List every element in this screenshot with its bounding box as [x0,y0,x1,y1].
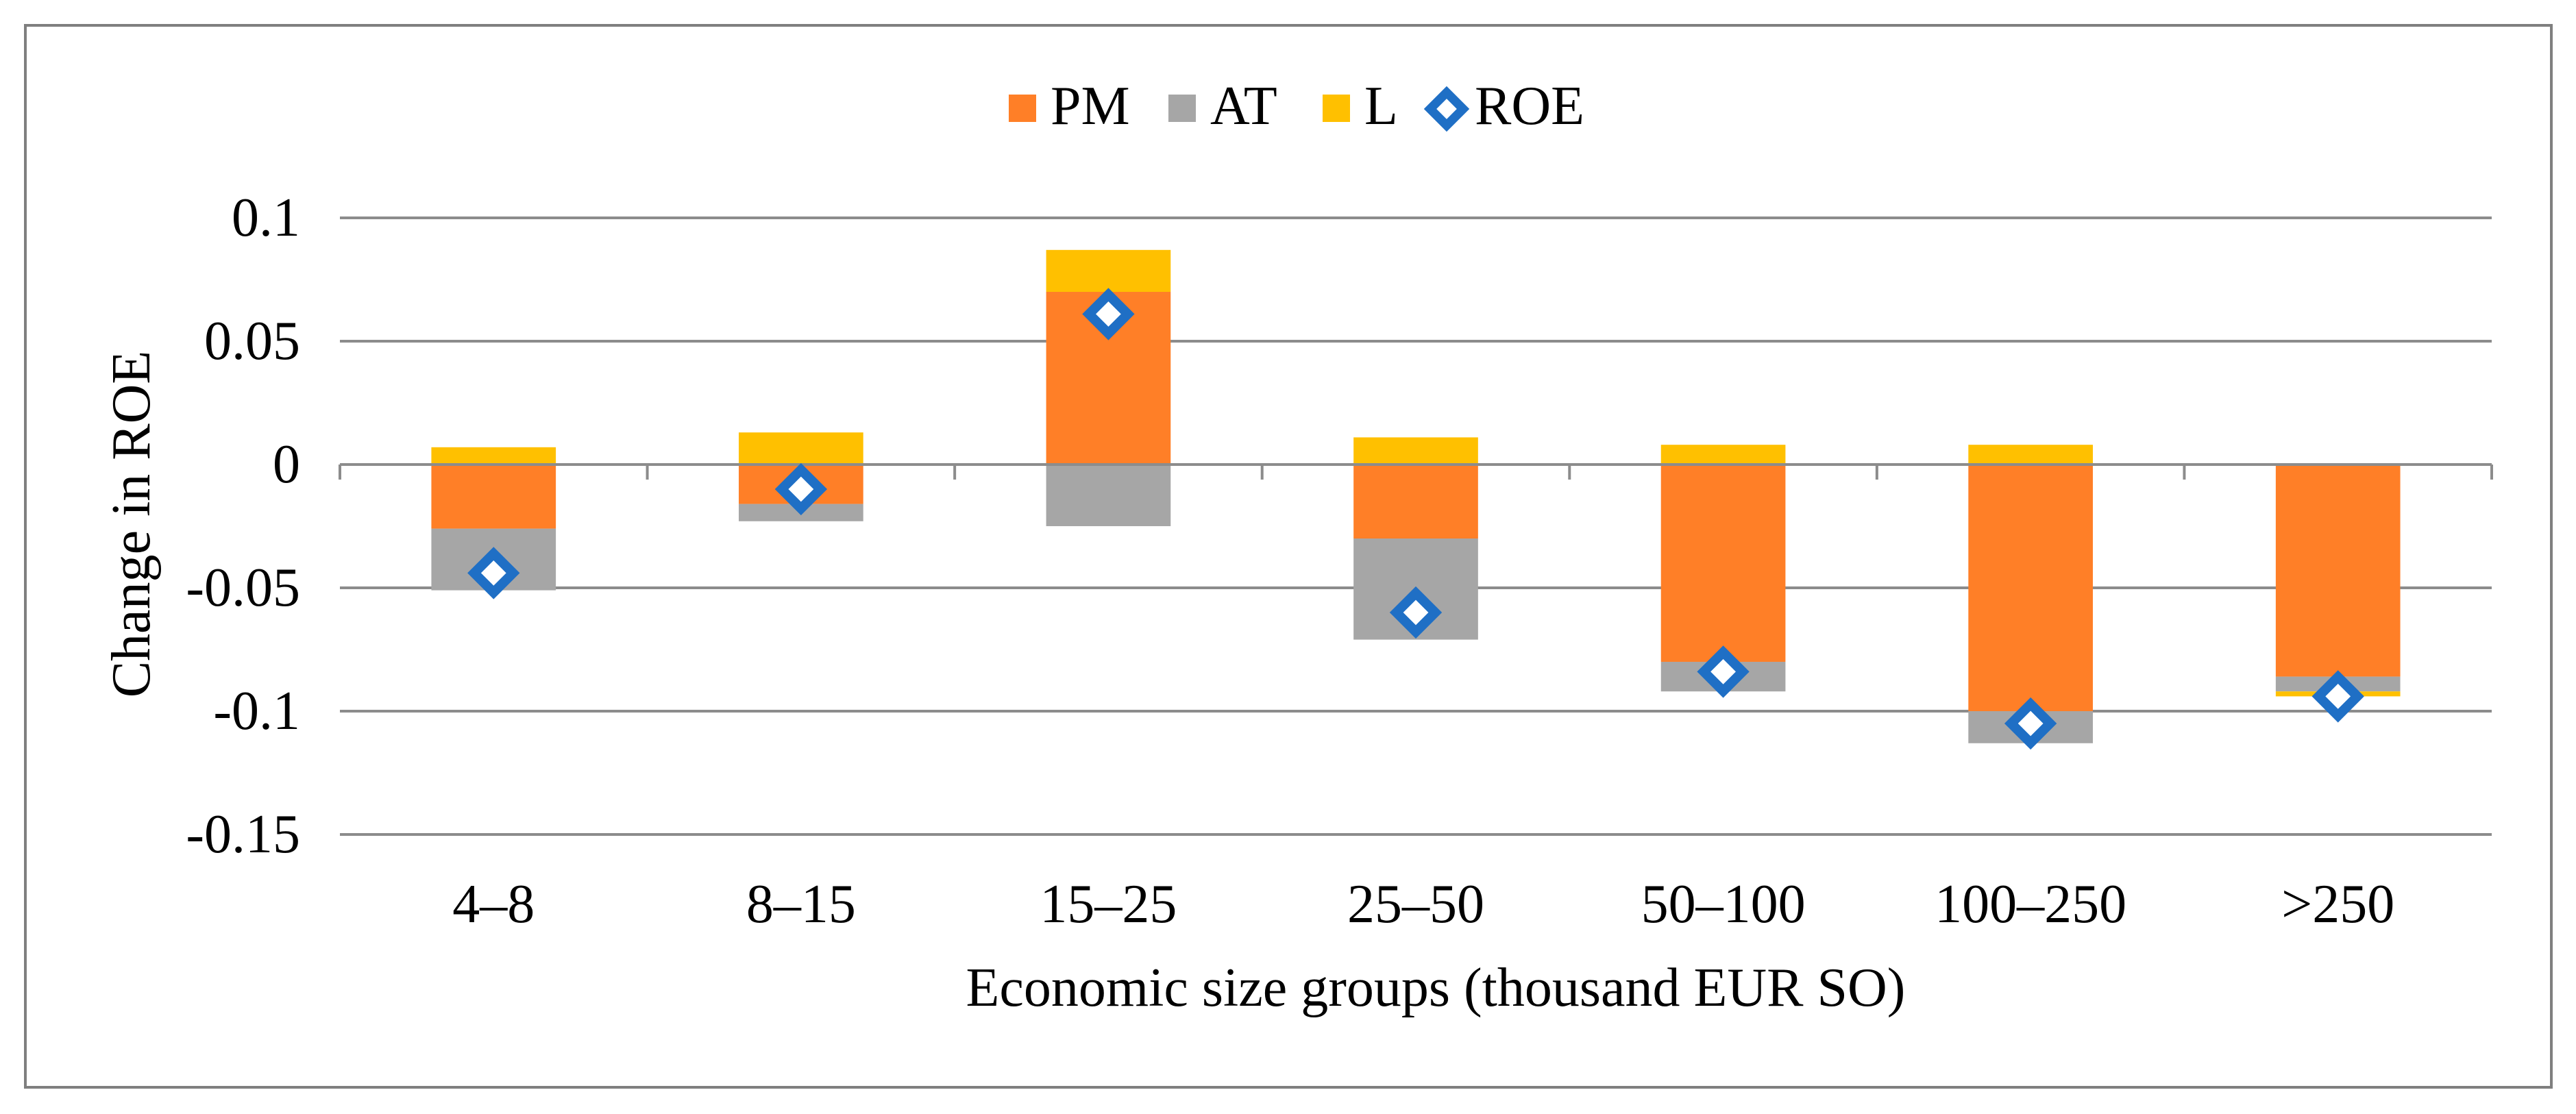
bar-l-3 [1353,437,1478,465]
y-axis-label: Change in ROE [101,351,162,698]
chart-border [24,24,2553,1089]
bar-pm-6 [2275,465,2401,677]
bar-at-2 [1046,465,1171,526]
bar-l-2 [1046,249,1171,292]
roe-marker-4 [1697,645,1750,698]
y-tick-label-4: -0.1 [213,681,300,741]
x-tick-label-1: 8–15 [746,874,856,934]
x-axis-label: Economic size groups (thousand EUR SO) [966,958,1906,1018]
bar-l-1 [739,432,863,465]
zero-axis [339,463,2493,480]
y-tick-label-2: 0 [273,434,300,495]
x-tick-labels: 4–8 8–15 15–25 25–50 50–100 100–250 >250 [452,874,2394,934]
legend-item-roe: ROE [1423,76,1584,136]
legend-label-l: L [1364,76,1398,136]
legend-item-l: L [1323,76,1398,136]
roe-marker-3 [1389,586,1443,639]
x-tick-label-0: 4–8 [452,874,535,934]
bar-l-0 [431,447,556,465]
bars [431,249,2401,743]
y-tick-label-0: 0.1 [232,188,300,248]
bar-l-5 [1968,445,2093,465]
bar-l-4 [1660,445,1786,465]
legend-item-pm: PM [1009,76,1130,136]
roe-marker-2 [1082,288,1135,341]
x-tick-label-6: >250 [2281,874,2394,934]
roe-marker-0 [467,547,520,599]
legend-label-at: AT [1210,76,1277,136]
y-tick-label-1: 0.05 [204,311,300,371]
x-tick-label-3: 25–50 [1347,874,1484,934]
roe-markers [467,288,2364,750]
x-tick-label-5: 100–250 [1935,874,2126,934]
bar-pm-0 [431,465,556,529]
bar-pm-4 [1660,465,1786,662]
legend-swatch-l [1323,95,1350,122]
roe-marker-1 [774,462,828,516]
y-tick-label-5: -0.15 [186,804,300,865]
legend-swatch-at [1168,95,1196,122]
legend-marker-roe [1423,86,1470,132]
legend: PM AT L ROE [1009,76,1584,136]
bar-pm-5 [1968,465,2093,711]
y-tick-label-3: -0.05 [186,558,300,618]
roe-marker-6 [2311,670,2364,723]
x-tick-label-2: 15–25 [1040,874,1177,934]
x-tick-label-4: 50–100 [1641,874,1806,934]
legend-label-pm: PM [1051,76,1130,136]
y-tick-labels: 0.1 0.05 0 -0.05 -0.1 -0.15 [186,188,300,865]
legend-swatch-pm [1009,95,1036,122]
bar-pm-3 [1353,465,1478,539]
roe-marker-5 [2004,697,2057,750]
legend-item-at: AT [1168,76,1277,136]
legend-label-roe: ROE [1475,76,1584,136]
